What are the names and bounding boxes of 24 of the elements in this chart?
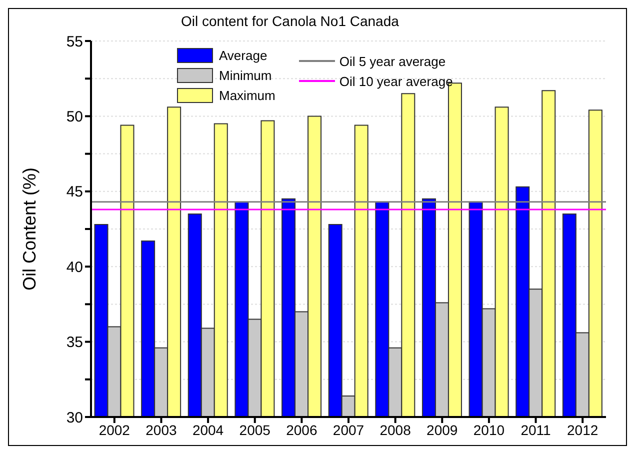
x-tick-label: 2005 bbox=[239, 422, 271, 438]
y-tick-label: 35 bbox=[66, 334, 83, 352]
y-tick-label: 30 bbox=[66, 409, 83, 426]
legend-label: Maximum bbox=[219, 88, 276, 102]
y-tick-label: 55 bbox=[66, 33, 83, 50]
x-tick-label: 2012 bbox=[567, 422, 598, 438]
x-tick-label: 2003 bbox=[146, 422, 178, 438]
x-tick-label: 2004 bbox=[192, 422, 224, 438]
x-tick-label: 2008 bbox=[380, 422, 412, 438]
chart-title: Oil content for Canola No1 Canada bbox=[181, 13, 399, 29]
y-axis-title: Oil Content (%) bbox=[19, 167, 40, 291]
x-tick-label: 2007 bbox=[332, 422, 364, 438]
y-tick-label: 40 bbox=[66, 258, 83, 276]
legend-label: Average bbox=[219, 48, 268, 62]
x-tick-label: 2006 bbox=[286, 422, 318, 438]
x-tick-label: 2002 bbox=[98, 422, 130, 438]
y-tick-label: 50 bbox=[66, 108, 83, 126]
x-tick-label: 2009 bbox=[426, 422, 458, 438]
legend-label: Minimum bbox=[219, 68, 272, 82]
legend-label: Oil 5 year average bbox=[339, 54, 446, 68]
y-tick-label: 45 bbox=[66, 184, 83, 201]
legend-label: Oil 10 year average bbox=[339, 74, 453, 88]
x-tick-label: 2011 bbox=[520, 422, 552, 438]
x-tick-label: 2010 bbox=[473, 422, 505, 438]
